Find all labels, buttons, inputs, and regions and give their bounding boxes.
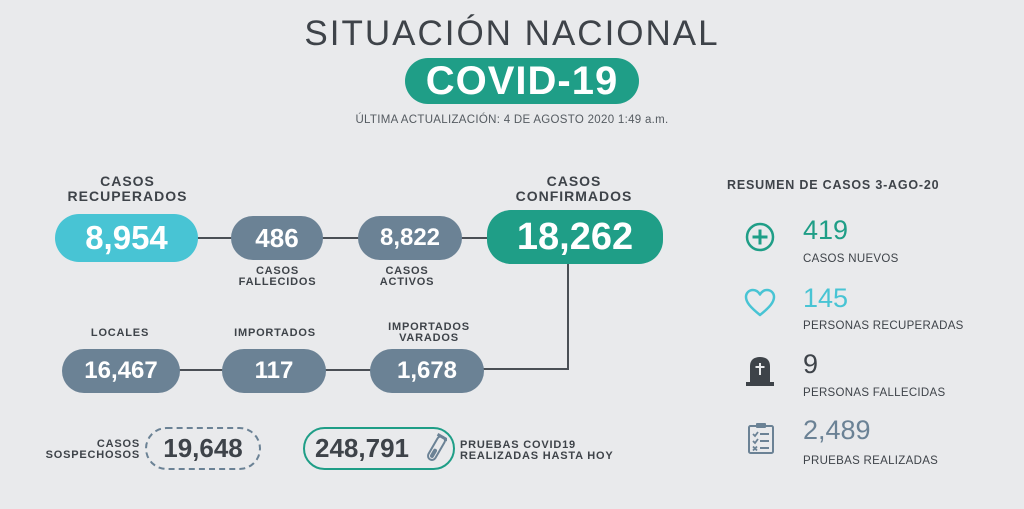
plus-circle-icon: [745, 222, 775, 257]
varados-value: 1,678: [370, 349, 484, 393]
pruebas-label: PRUEBAS COVID19 REALIZADAS HASTA HOY: [460, 439, 614, 462]
connector-line: [567, 262, 569, 370]
pruebas-realizadas-value: 2,489: [803, 415, 871, 445]
covid-badge: COVID-19: [405, 58, 639, 104]
connector-line: [480, 368, 569, 370]
recuperadas-value: 145: [803, 283, 849, 313]
recuperadas-label: PERSONAS RECUPERADAS: [803, 320, 964, 332]
recuperados-label: CASOS RECUPERADOS: [67, 173, 188, 204]
varados-label: IMPORTADOS VARADOS: [388, 321, 470, 344]
pruebas-box: 248,791: [303, 427, 455, 470]
casos-nuevos-label: CASOS NUEVOS: [803, 253, 899, 265]
casos-nuevos-value: 419: [803, 215, 849, 245]
locales-value: 16,467: [62, 349, 180, 393]
sospechosos-label: CASOS SOSPECHOSOS: [45, 438, 140, 461]
fallecidas-label: PERSONAS FALLECIDAS: [803, 387, 946, 399]
activos-label: CASOS ACTIVOS: [379, 265, 435, 288]
pruebas-value: 248,791: [315, 433, 409, 463]
fallecidos-label: CASOS FALLECIDOS: [238, 265, 317, 288]
clipboard-checklist-icon: [747, 422, 775, 459]
pruebas-realizadas-label: PRUEBAS REALIZADAS: [803, 455, 939, 467]
test-tube-icon: [425, 433, 449, 470]
activos-value: 8,822: [358, 216, 462, 260]
connector-line: [195, 237, 495, 239]
confirmados-value: 18,262: [487, 210, 663, 264]
last-updated: ÚLTIMA ACTUALIZACIÓN: 4 DE AGOSTO 2020 1…: [355, 114, 669, 126]
importados-label: IMPORTADOS: [234, 327, 316, 339]
fallecidos-value: 486: [231, 216, 323, 260]
confirmados-label: CASOS CONFIRMADOS: [515, 173, 633, 204]
sospechosos-value: 19,648: [145, 427, 261, 470]
page-title: SITUACIÓN NACIONAL: [304, 14, 720, 53]
importados-value: 117: [222, 349, 326, 393]
resumen-title: RESUMEN DE CASOS 3-AGO-20: [727, 178, 940, 192]
recuperados-value: 8,954: [55, 214, 198, 262]
locales-label: LOCALES: [90, 327, 150, 339]
heart-icon: [744, 288, 776, 323]
tombstone-icon: [745, 355, 775, 392]
fallecidas-value: 9: [803, 349, 819, 379]
